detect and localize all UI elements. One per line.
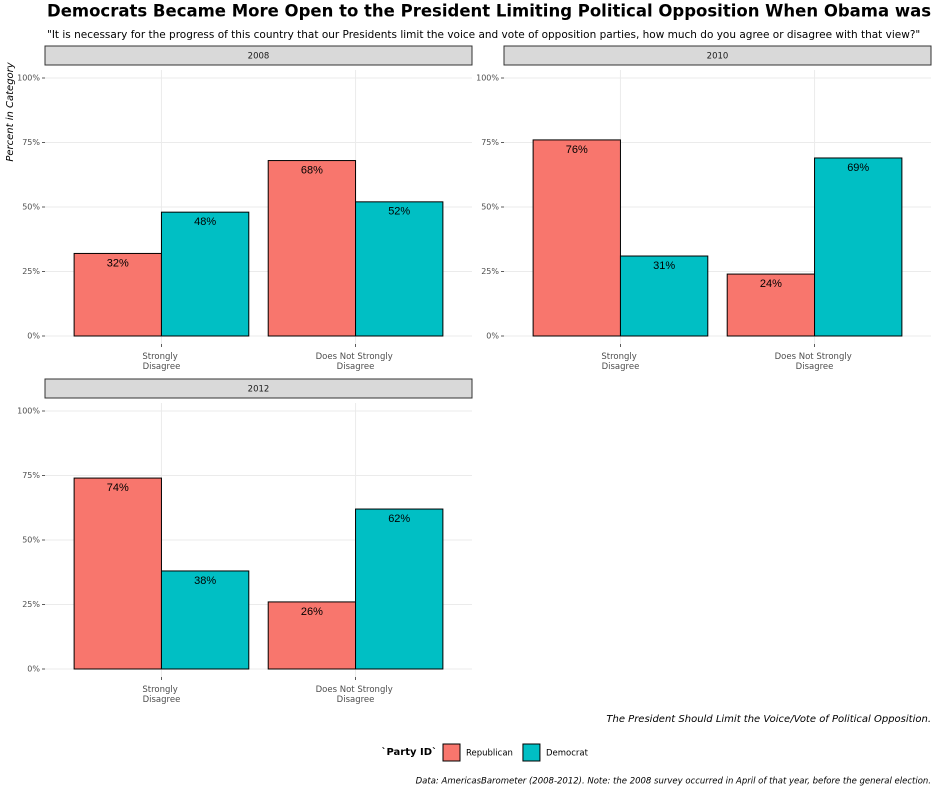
y-tick-label: 100% (17, 407, 40, 416)
bar (619, 255, 709, 337)
y-tick-label: 75% (22, 138, 40, 147)
legend-label: Republican (466, 749, 513, 759)
chart-subtitle: "It is necessary for the progress of thi… (47, 29, 920, 41)
x-axis-label: The President Should Limit the Voice/Vot… (606, 714, 931, 725)
bar (160, 211, 250, 337)
y-tick-label: 25% (481, 267, 499, 276)
y-tick-label: 100% (17, 74, 40, 83)
value-label: 24% (760, 278, 782, 290)
x-tick-label: Does Not Strongly Disagree (775, 352, 855, 372)
bar (355, 201, 444, 337)
value-label: 52% (388, 206, 410, 218)
strip-label: 2008 (248, 52, 270, 62)
y-tick-label: 0% (27, 332, 40, 341)
value-label: 32% (107, 257, 129, 269)
value-label: 76% (566, 144, 588, 156)
x-tick-label: Does Not Strongly Disagree (316, 352, 396, 372)
bar (160, 570, 250, 670)
y-tick-label: 25% (22, 600, 40, 609)
strip (503, 45, 932, 66)
value-label: 74% (107, 482, 129, 494)
value-label: 68% (301, 164, 323, 176)
bar (73, 477, 162, 670)
bar (355, 508, 444, 670)
chart-title: Democrats Became More Open to the Presid… (47, 2, 936, 21)
strip (44, 378, 473, 399)
x-tick-label: Strongly Disagree (142, 685, 180, 705)
bar (267, 160, 357, 337)
legend-label: Democrat (546, 749, 589, 759)
value-label: 38% (194, 575, 216, 587)
strip-label: 2012 (248, 385, 270, 395)
y-tick-label: 50% (22, 203, 40, 212)
legend-title: `Party ID` (381, 746, 437, 758)
bar (532, 139, 621, 337)
y-tick-label: 0% (486, 332, 499, 341)
x-tick-label: Strongly Disagree (142, 352, 180, 372)
y-tick-label: 75% (481, 138, 499, 147)
y-tick-label: 100% (476, 74, 499, 83)
value-label: 31% (653, 260, 675, 272)
strip-label: 2010 (707, 52, 729, 62)
bar (814, 157, 903, 337)
y-tick-label: 50% (481, 203, 499, 212)
y-tick-label: 0% (27, 665, 40, 674)
y-tick-label: 25% (22, 267, 40, 276)
legend-swatch (522, 743, 541, 762)
strip (44, 45, 473, 66)
value-label: 62% (388, 513, 410, 525)
y-tick-label: 75% (22, 471, 40, 480)
caption: Data: AmericasBarometer (2008-2012). Not… (416, 777, 931, 787)
bar (73, 252, 162, 337)
value-label: 48% (194, 216, 216, 228)
y-axis-label: Percent in Category (5, 61, 16, 161)
value-label: 26% (301, 606, 323, 618)
x-tick-label: Does Not Strongly Disagree (316, 685, 396, 705)
legend-swatch (442, 743, 461, 762)
value-label: 69% (847, 162, 869, 174)
x-tick-label: Strongly Disagree (601, 352, 639, 372)
y-tick-label: 50% (22, 536, 40, 545)
